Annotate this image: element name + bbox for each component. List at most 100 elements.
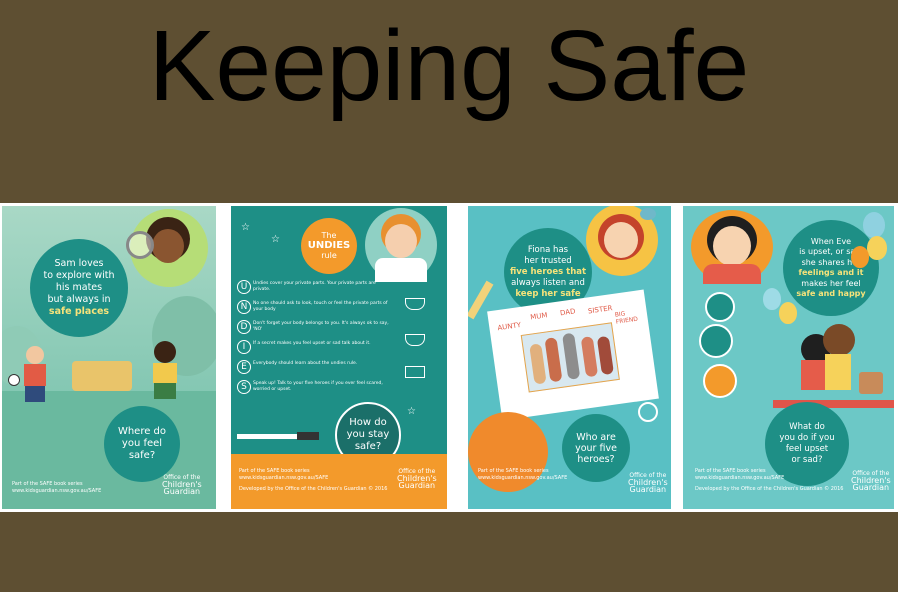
hero-label: DAD: [559, 307, 576, 318]
headline-line: to explore with: [43, 270, 115, 281]
balloon-illustration: [779, 302, 797, 324]
question-bubble: What do you do if you feel upset or sad?: [765, 402, 849, 486]
question-line: you stay: [346, 429, 390, 440]
rule-letter: E: [237, 360, 251, 374]
question-line: you feel: [121, 438, 163, 449]
question-line: your five: [575, 442, 617, 454]
balloon-illustration: [867, 236, 887, 260]
headline-bubble: When Eve is upset, or sad, she shares he…: [783, 220, 879, 316]
orange-ball-illustration: [468, 412, 548, 492]
rule-text: Don't forget your body belongs to you. I…: [253, 321, 389, 332]
bird-icon: [640, 208, 656, 220]
question-bubble: Where do you feel safe?: [104, 406, 180, 482]
rule-letter: S: [237, 380, 251, 394]
header-line: rule: [321, 251, 337, 260]
question-bubble: Who are your five heroes?: [562, 414, 630, 482]
star-icon: ☆: [241, 222, 250, 233]
headline-line: she shares her: [801, 257, 861, 267]
chalkboard-eraser: [297, 432, 319, 440]
balloon-illustration: [851, 246, 869, 268]
poster-footer: Part of the SAFE book series www.kidsgua…: [478, 468, 568, 481]
underwear-icon: [405, 334, 425, 346]
headline-line: is upset, or sad,: [799, 247, 863, 256]
page-title: Keeping Safe: [148, 10, 750, 122]
boy-illustration: [22, 346, 48, 406]
headline-line: When Eve: [810, 236, 852, 246]
question-line: safe?: [354, 441, 382, 452]
poster-five-heroes: Fiona has her trusted five heroes that a…: [468, 206, 671, 509]
rule-letter: I: [237, 340, 251, 354]
poster-footer: Part of the SAFE book series www.kidsgua…: [12, 481, 102, 494]
bench: [773, 400, 894, 408]
headline-line: her trusted: [524, 255, 572, 266]
friend-hair: [823, 324, 855, 356]
rule-letter: U: [237, 280, 251, 294]
drawing-paper: AUNTY MUM DAD SISTER BIG FRIEND: [487, 289, 659, 421]
rule-text: Speak up! Talk to your five heroes if yo…: [253, 381, 383, 392]
hero-label: SISTER: [587, 304, 613, 316]
playground-illustration: [72, 361, 132, 391]
guardian-logo: Office of the Children's Guardian: [162, 474, 202, 496]
underwear-icon: [405, 366, 425, 378]
headline-line: feelings and it: [798, 268, 864, 277]
sam-portrait-circle: [126, 209, 208, 287]
boy-portrait-circle: [365, 208, 437, 282]
magnifier-icon: [126, 231, 154, 259]
feelings-face-circle: [705, 292, 735, 322]
headline-bubble: Sam loves to explore with his mates but …: [30, 239, 128, 337]
question-line: What do: [789, 422, 825, 432]
headline-line: safe and happy: [796, 289, 866, 298]
soccer-ball-icon: [8, 374, 20, 386]
rule-text: Everybody should learn about the undies …: [253, 361, 358, 366]
poster-eve-feelings: When Eve is upset, or sad, she shares he…: [683, 206, 894, 509]
underwear-icon: [405, 298, 425, 310]
question-line: or sad?: [791, 455, 823, 465]
face: [152, 229, 184, 263]
feelings-face-circle: [699, 324, 733, 358]
headline-line: always listen and: [511, 277, 585, 288]
poster-footer: Part of the SAFE book series www.kidsgua…: [239, 468, 388, 492]
guardian-logo: Office of the Children's Guardian: [397, 468, 437, 490]
chalk-pieces: [237, 434, 307, 439]
star-icon: ☆: [271, 234, 280, 245]
question-line: you do if you: [779, 433, 835, 443]
balloon-illustration: [763, 288, 781, 310]
rule-text: If a secret makes you feel upset or sad …: [253, 341, 371, 346]
hero-label: BIG FRIEND: [614, 310, 639, 326]
guardian-logo: Office of the Children's Guardian: [851, 470, 891, 492]
headline-line: his mates: [55, 282, 103, 293]
question-line: Where do: [117, 426, 167, 437]
scissors-icon: [638, 402, 658, 422]
headline-line: makes her feel: [801, 278, 861, 288]
balloon-illustration: [863, 212, 885, 238]
headline-line: Fiona has: [527, 244, 569, 255]
question-line: safe?: [128, 450, 156, 461]
cake-icon: [859, 372, 883, 394]
rule-text: No one should ask to look, touch or feel…: [253, 301, 388, 312]
header-bubble: The UNDIES rule: [301, 218, 357, 274]
rule-text: Undies cover your private parts. Your pr…: [253, 281, 376, 292]
guardian-logo: Office of the Children's Guardian: [628, 472, 668, 494]
poster-sam: Sam loves to explore with his mates but …: [2, 206, 216, 509]
eve-body: [801, 360, 825, 390]
headline-line: keep her safe: [515, 288, 581, 299]
feelings-face-circle: [703, 364, 737, 398]
header-line: The: [321, 231, 337, 240]
headline-line: Sam loves: [54, 258, 104, 269]
question-line: How do: [349, 417, 387, 428]
rule-letter: D: [237, 320, 251, 334]
hero-label: MUM: [529, 311, 548, 322]
fiona-portrait-circle: [586, 206, 658, 276]
headline-line: but always in: [47, 294, 111, 305]
poster-footer: Part of the SAFE book series www.kidsgua…: [695, 468, 844, 492]
rule-letter: N: [237, 300, 251, 314]
header-line: UNDIES: [307, 240, 351, 251]
orange-footer-band: [231, 454, 447, 509]
question-line: Who are: [576, 431, 616, 443]
eve-portrait-circle: [691, 210, 773, 284]
question-line: feel upset: [785, 444, 829, 454]
friend-body: [825, 354, 851, 390]
headline-line: five heroes that: [509, 266, 587, 277]
headline-line: safe places: [48, 306, 110, 317]
hero-label: AUNTY: [496, 320, 522, 333]
